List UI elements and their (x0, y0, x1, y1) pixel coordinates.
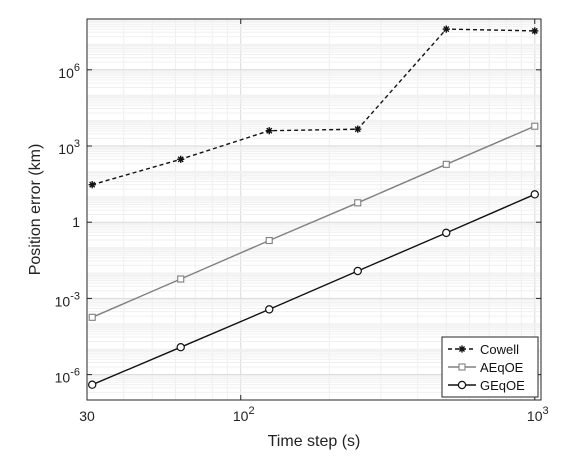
geqoe-data-point (530, 190, 539, 199)
y-tick-label: 106 (58, 62, 80, 81)
tick-exponent: 3 (542, 405, 548, 417)
legend-label-cowell: Cowell (480, 342, 519, 357)
x-tick-label: 103 (527, 405, 549, 424)
y-tick-label: 10-6 (55, 367, 80, 386)
legend-marker-geqoe (457, 380, 467, 390)
aeqoe-data-point (265, 236, 273, 245)
cowell-data-point (442, 25, 450, 33)
tick-base: 10 (55, 293, 71, 309)
cowell-series-line (92, 28, 535, 186)
geqoe-data-point (265, 305, 274, 314)
tick-exponent: 2 (248, 405, 254, 417)
cowell-data-point (177, 155, 185, 163)
cowell-data-point (354, 125, 362, 133)
series-layer (88, 25, 539, 389)
legend-item-aeqoe: AEqOE (448, 360, 524, 375)
axis-ticks (86, 19, 541, 400)
aeqoe-data-point (88, 313, 96, 321)
asterisk-stroke (531, 27, 538, 34)
geqoe-series-line (91, 193, 536, 386)
x-axis-title: Time step (s) (268, 433, 361, 450)
tick-exponent: 3 (74, 138, 80, 150)
cowell-data-point (265, 127, 273, 135)
y-axis-title: Position error (km) (27, 144, 44, 276)
legend: Cowell AEqOE GEqOE (441, 336, 539, 398)
asterisk-stroke (266, 127, 273, 134)
legend-item-geqoe: GEqOE (448, 378, 525, 393)
asterisk-stroke (458, 345, 466, 353)
cowell-data-point (531, 27, 539, 35)
tick-base: 1 (72, 214, 80, 230)
legend-item-cowell: Cowell (448, 342, 519, 357)
asterisk-stroke (177, 156, 184, 163)
tick-exponent: 6 (74, 62, 80, 74)
aeqoe-data-point (354, 199, 362, 207)
geqoe-data-point (176, 342, 185, 352)
legend-label-geqoe: GEqOE (480, 378, 525, 393)
geqoe-data-point (442, 228, 451, 238)
tick-base: 30 (79, 408, 95, 424)
tick-base: 10 (55, 370, 71, 386)
legend-marker-aeqoe (458, 363, 466, 371)
geqoe-data-point (88, 380, 97, 389)
tick-base: 10 (58, 141, 74, 157)
tick-base: 10 (233, 408, 249, 424)
x-tick-label: 30 (79, 408, 95, 424)
asterisk-stroke (443, 26, 450, 33)
legend-label-aeqoe: AEqOE (480, 360, 524, 375)
plot-area-frame (86, 18, 542, 401)
asterisk-stroke (89, 181, 96, 188)
y-tick-label: 1 (72, 214, 80, 230)
tick-exponent: -6 (70, 367, 80, 379)
cowell-data-point (88, 181, 96, 189)
asterisk-stroke (354, 126, 361, 133)
tick-base: 10 (527, 408, 543, 424)
aeqoe-data-point (531, 122, 539, 130)
legend-marker-cowell (458, 345, 466, 353)
x-tick-label: 102 (233, 405, 255, 424)
y-tick-label: 10-3 (55, 290, 80, 309)
aeqoe-data-point (442, 160, 450, 168)
geqoe-data-point (353, 266, 362, 276)
tick-exponent: -3 (70, 290, 80, 302)
aeqoe-series-line (91, 125, 536, 318)
aeqoe-data-point (177, 275, 185, 283)
y-tick-label: 103 (58, 138, 80, 157)
tick-base: 10 (58, 65, 74, 81)
x-tick-labels: 30 102 103 (79, 405, 548, 424)
